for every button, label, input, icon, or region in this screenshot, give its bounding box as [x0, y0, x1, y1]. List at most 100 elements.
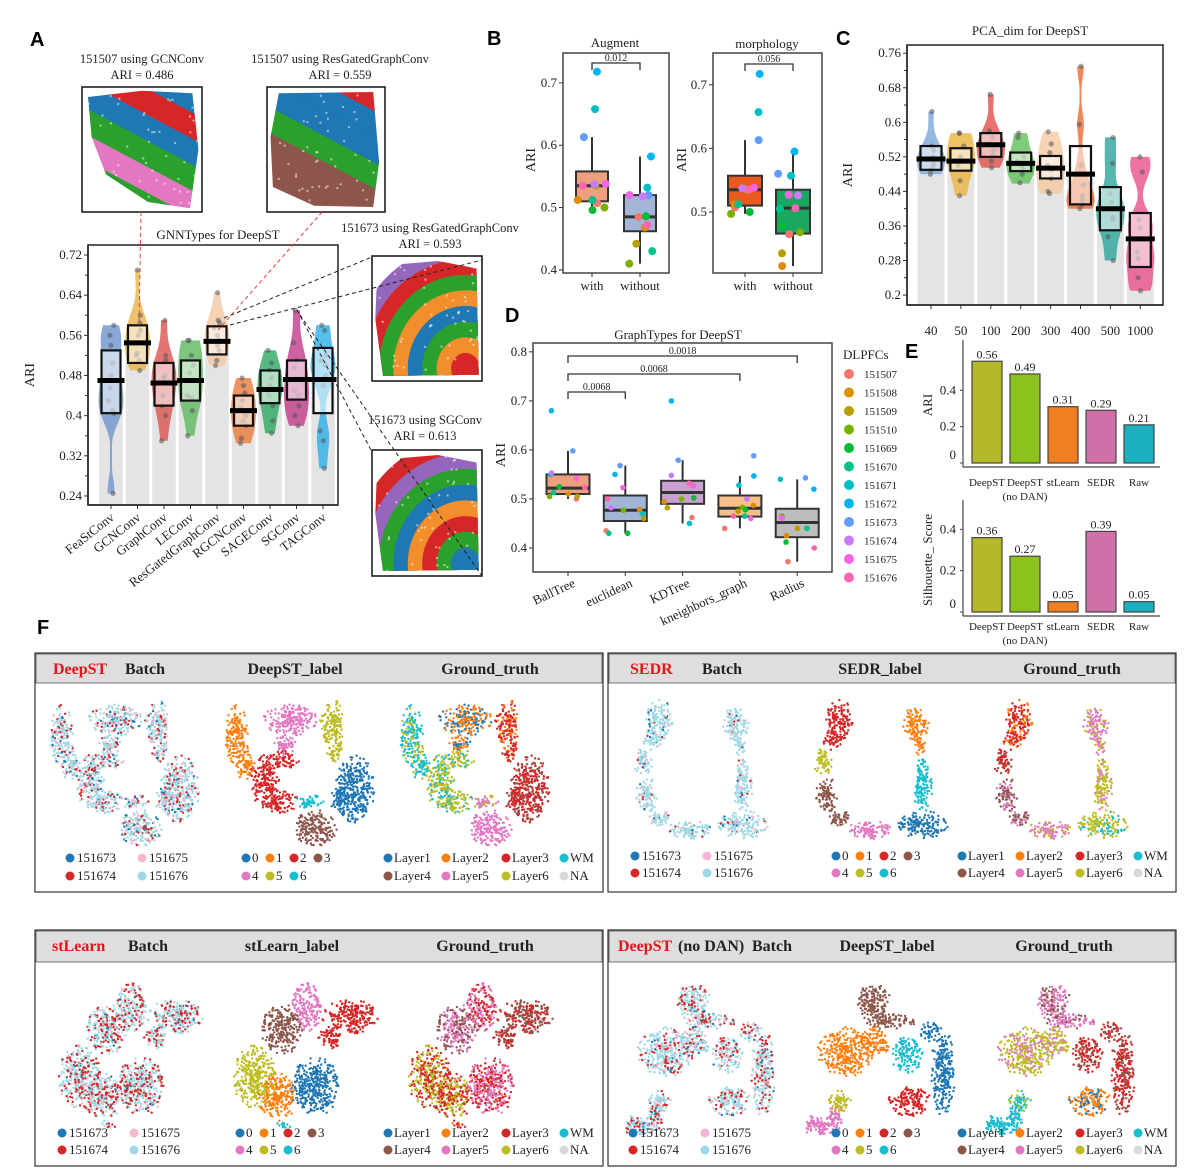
data-point	[1110, 257, 1116, 264]
umap-point	[174, 775, 177, 778]
umap-point	[80, 788, 83, 792]
umap-point	[233, 714, 236, 717]
umap-point	[55, 751, 59, 755]
spot	[385, 492, 389, 495]
umap-point	[309, 801, 313, 804]
umap-point	[276, 762, 279, 766]
umap-point	[445, 709, 448, 712]
umap-point	[240, 725, 243, 729]
umap-point	[263, 791, 266, 795]
y-axis-label: Silhouette_ Score	[920, 514, 935, 606]
umap-point	[227, 714, 230, 717]
umap-point	[116, 750, 119, 753]
umap-point	[311, 836, 314, 840]
umap-point	[515, 713, 519, 716]
umap-point	[265, 786, 268, 790]
y-tick-label: 0.64	[59, 287, 82, 302]
data-point	[111, 322, 117, 328]
spot	[326, 117, 330, 120]
umap-point	[275, 731, 279, 734]
umap-point	[261, 803, 265, 806]
umap-point	[343, 782, 346, 786]
data-point	[295, 423, 301, 429]
umap-point	[328, 830, 332, 833]
umap-point	[366, 762, 370, 765]
spot	[342, 139, 346, 143]
umap-point	[153, 830, 157, 833]
umap-point	[99, 712, 102, 715]
spot	[163, 182, 166, 185]
umap-point	[401, 746, 404, 749]
umap-point	[104, 736, 108, 740]
umap-point	[234, 740, 237, 743]
umap-point	[152, 717, 155, 720]
umap-point	[260, 755, 263, 758]
umap-point	[109, 750, 112, 753]
spot	[446, 480, 450, 483]
spot	[169, 99, 172, 102]
umap-point	[275, 725, 278, 729]
spot	[99, 124, 102, 127]
umap-point	[158, 805, 162, 809]
umap-point	[186, 767, 189, 771]
umap-point	[453, 795, 456, 798]
data-point	[744, 185, 753, 194]
spot	[470, 338, 473, 341]
umap-point	[320, 827, 324, 831]
umap-point	[303, 833, 307, 836]
umap-point	[267, 761, 271, 764]
umap-point	[55, 727, 58, 730]
umap-point	[167, 794, 170, 797]
umap-point	[327, 717, 330, 720]
umap-point	[141, 795, 144, 798]
data-point	[604, 496, 611, 502]
umap-point	[230, 707, 234, 711]
spot	[403, 269, 406, 272]
umap-point	[349, 769, 353, 773]
spot	[472, 343, 475, 347]
data-point	[778, 262, 787, 271]
umap-point	[107, 751, 110, 755]
umap-point	[287, 798, 291, 801]
umap-point	[244, 730, 247, 733]
umap-point	[277, 753, 281, 756]
umap-point	[228, 730, 231, 734]
data-point	[1077, 206, 1083, 212]
umap-point	[510, 794, 513, 797]
umap-point	[94, 774, 97, 777]
spot	[347, 125, 351, 129]
umap-point	[228, 753, 232, 757]
panel-label: B	[487, 28, 501, 50]
umap-point	[61, 726, 64, 729]
umap-point	[107, 743, 111, 746]
umap-point	[274, 787, 277, 791]
umap-point	[96, 721, 99, 725]
umap-point	[124, 717, 128, 720]
umap-point	[138, 823, 141, 827]
umap-point	[170, 781, 173, 785]
umap-point	[189, 761, 193, 765]
umap-point	[251, 787, 254, 791]
umap-point	[193, 782, 196, 785]
y-tick-label: 0.5	[541, 200, 557, 215]
umap-point	[157, 744, 160, 748]
spot	[443, 563, 446, 567]
umap-point	[297, 719, 301, 722]
umap-point	[340, 747, 343, 750]
umap-point	[149, 839, 152, 843]
x-tick-label: DeepST	[969, 621, 1005, 633]
legend-swatch	[844, 406, 854, 416]
umap-point	[283, 704, 286, 707]
umap-point	[174, 802, 178, 806]
y-tick-label: 0.6	[885, 114, 902, 129]
legend-swatch	[844, 480, 854, 490]
umap-point	[152, 732, 155, 735]
umap-point	[442, 761, 446, 764]
bar	[971, 537, 1003, 613]
umap-point	[278, 811, 282, 815]
umap-point	[273, 741, 276, 745]
umap-point	[303, 802, 306, 806]
umap-point	[63, 720, 66, 724]
x-tick-label: 300	[1041, 323, 1061, 338]
umap-point	[60, 744, 63, 748]
